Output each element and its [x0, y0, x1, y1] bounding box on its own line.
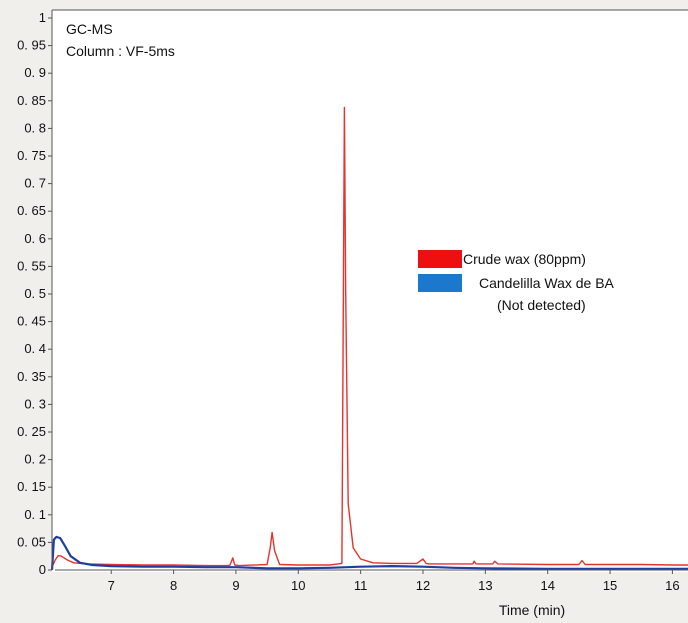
annotation-line-1: GC-MS — [66, 21, 113, 37]
x-tick-label: 8 — [170, 578, 177, 593]
legend-swatch-crude — [418, 250, 462, 268]
x-tick-label: 12 — [416, 578, 430, 593]
y-tick-label: 0. 2 — [24, 452, 46, 467]
series-line-crude-wax — [51, 106, 688, 568]
y-tick-label: 0. 4 — [24, 341, 46, 356]
y-tick-label: 0. 45 — [17, 314, 46, 329]
y-tick-label: 0. 65 — [17, 203, 46, 218]
x-tick-label: 15 — [603, 578, 617, 593]
legend-label-candelilla-note: (Not detected) — [497, 297, 586, 313]
x-tick-label: 16 — [665, 578, 679, 593]
series-line-candelilla-wax — [50, 535, 688, 571]
y-tick-label: 0. 7 — [24, 176, 46, 191]
legend-label-candelilla: Candelilla Wax de BA — [479, 275, 615, 291]
y-tick-label: 0. 55 — [17, 258, 46, 273]
y-tick-label: 0. 35 — [17, 369, 46, 384]
y-tick-label: 0. 85 — [17, 93, 46, 108]
x-tick-label: 7 — [108, 578, 115, 593]
y-tick-label: 0. 8 — [24, 120, 46, 135]
legend-label-crude: Crude wax (80ppm) — [463, 251, 586, 267]
annotation-line-2: Column : VF-5ms — [66, 43, 175, 59]
y-tick-label: 0. 1 — [24, 507, 46, 522]
y-tick-label: 0. 3 — [24, 396, 46, 411]
axes-layer — [51, 9, 688, 571]
y-tick-label: 0. 9 — [24, 65, 46, 80]
y-tick-label: 0 — [39, 562, 46, 577]
y-tick-label: 0. 75 — [17, 148, 46, 163]
x-axis-label: Time (min) — [499, 602, 565, 618]
tick-labels: 0 0. 05 0. 1 0. 15 0. 2 0. 25 0. 3 0. 35 0. 4 0. … — [17, 10, 680, 593]
y-tick-label: 0. 6 — [24, 231, 46, 246]
legend-swatch-candelilla — [418, 274, 462, 292]
series-layer — [50, 106, 688, 571]
x-tick-label: 13 — [478, 578, 492, 593]
x-tick-label: 11 — [354, 578, 368, 593]
plot-area — [52, 10, 688, 572]
x-tick-label: 14 — [540, 578, 554, 593]
y-tick-label: 0. 25 — [17, 424, 46, 439]
legend: Crude wax (80ppm) Candelilla Wax de BA (… — [418, 250, 615, 313]
y-tick-label: 0. 5 — [24, 286, 46, 301]
y-tick-label: 0. 95 — [17, 38, 46, 53]
y-tick-label: 0. 05 — [17, 534, 46, 549]
x-tick-label: 10 — [291, 578, 305, 593]
y-tick-label: 0. 15 — [17, 479, 46, 494]
y-tick-label: 1 — [39, 10, 46, 25]
x-tick-label: 9 — [232, 578, 239, 593]
